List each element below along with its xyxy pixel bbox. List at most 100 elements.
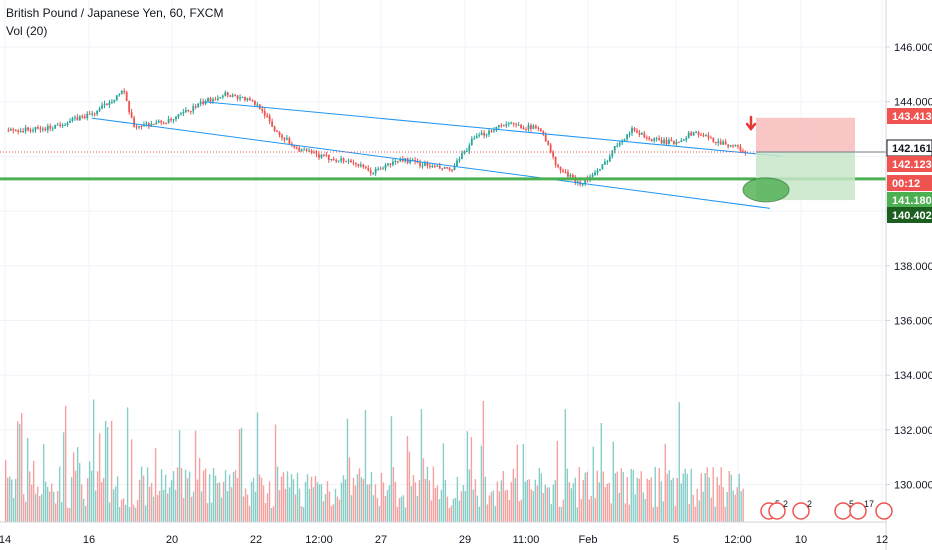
candle-body — [175, 116, 177, 120]
candle-body — [120, 90, 123, 95]
volume-bar — [606, 483, 608, 522]
volume-bar — [502, 471, 505, 522]
candle-body — [88, 113, 91, 115]
volume-bar — [612, 441, 614, 522]
volume-bar — [302, 507, 305, 522]
candle-body — [584, 178, 587, 185]
volume-bar — [650, 477, 652, 522]
target-ellipse[interactable] — [742, 177, 790, 203]
volume-bar — [630, 468, 632, 522]
volume-bar — [542, 492, 545, 522]
volume-bar — [354, 485, 357, 522]
volume-bar — [36, 486, 39, 522]
volume-bar — [388, 485, 391, 522]
candle-body — [64, 124, 66, 126]
time-tick-label: 5 — [673, 534, 679, 546]
economic-event-icon[interactable] — [768, 502, 786, 520]
candle-body — [17, 130, 20, 132]
candle-body — [332, 159, 335, 161]
volume-bar — [270, 508, 273, 522]
stop-loss-zone[interactable] — [756, 117, 855, 152]
volume-bar — [736, 487, 738, 522]
volume-bar — [290, 474, 293, 522]
volume-bar — [440, 489, 443, 522]
channel-upper-line[interactable] — [203, 101, 783, 157]
volume-bar — [310, 476, 313, 522]
volume-bar — [544, 484, 547, 522]
candle-body — [27, 127, 29, 131]
candle-body — [288, 138, 291, 144]
candle-body — [621, 140, 624, 143]
candle-body — [310, 150, 313, 153]
candle-body — [729, 145, 732, 147]
time-tick-label: 10 — [795, 534, 807, 546]
candle-body — [636, 130, 638, 133]
volume-bar — [328, 491, 331, 522]
candle-body — [177, 114, 180, 117]
candle-body — [337, 160, 340, 162]
volume-bar — [34, 493, 37, 522]
candle-body — [522, 128, 525, 130]
candle-body — [685, 137, 688, 140]
uk-flag-icon[interactable] — [849, 502, 867, 520]
volume-bar — [216, 483, 219, 522]
volume-bar — [304, 481, 307, 522]
volume-bar — [694, 506, 696, 522]
volume-bar — [204, 468, 207, 522]
volume-bar — [8, 476, 11, 522]
volume-bar — [728, 471, 730, 522]
volume-bar — [56, 491, 59, 522]
candle-body — [446, 167, 449, 169]
candle-body — [271, 121, 274, 127]
volume-bar — [230, 487, 233, 522]
candle-body — [305, 149, 308, 151]
price-tick-label: 144.000 — [894, 97, 932, 109]
candle-body — [369, 170, 372, 174]
volume-bar — [386, 490, 389, 522]
volume-bar — [740, 491, 742, 522]
candle-body — [520, 124, 522, 129]
candle-body — [532, 125, 535, 129]
volume-bar — [500, 480, 503, 522]
candle-body — [603, 161, 606, 165]
volume-bar — [376, 497, 379, 522]
volume-bar — [126, 407, 129, 522]
candle-body — [675, 141, 678, 145]
candle-body — [98, 108, 101, 112]
candle-body — [229, 95, 232, 97]
volume-bar — [610, 503, 612, 522]
volume-bar — [308, 488, 311, 522]
candle-body — [239, 97, 241, 99]
volume-bar — [66, 507, 69, 522]
channel-lower-line[interactable] — [91, 117, 771, 209]
candle-body — [377, 168, 380, 170]
candle-body — [697, 132, 700, 135]
candle-body — [125, 92, 128, 101]
volume-bar — [514, 477, 517, 522]
candle-body — [712, 137, 715, 142]
volume-bar — [410, 486, 413, 522]
price-label-target-box — [887, 207, 932, 223]
candle-body — [547, 141, 550, 145]
volume-bar — [158, 490, 161, 522]
candle-body — [352, 162, 355, 164]
volume-bar — [496, 481, 499, 522]
economic-event-icon[interactable] — [875, 502, 893, 520]
economic-event-icon[interactable] — [792, 502, 810, 520]
candle-body — [527, 125, 530, 130]
candle-body — [465, 150, 468, 152]
candle-body — [340, 158, 343, 161]
candle-body — [135, 126, 138, 128]
volume-bar — [170, 480, 173, 522]
candle-body — [456, 160, 458, 166]
candle-body — [167, 118, 170, 124]
volume-bar — [80, 484, 83, 522]
volume-bar — [98, 433, 101, 522]
candle-body — [19, 130, 22, 132]
volume-bar — [594, 497, 597, 522]
volume-bar — [184, 469, 187, 522]
candle-body — [670, 139, 673, 142]
volume-bar — [194, 430, 197, 522]
candle-body — [241, 97, 244, 99]
